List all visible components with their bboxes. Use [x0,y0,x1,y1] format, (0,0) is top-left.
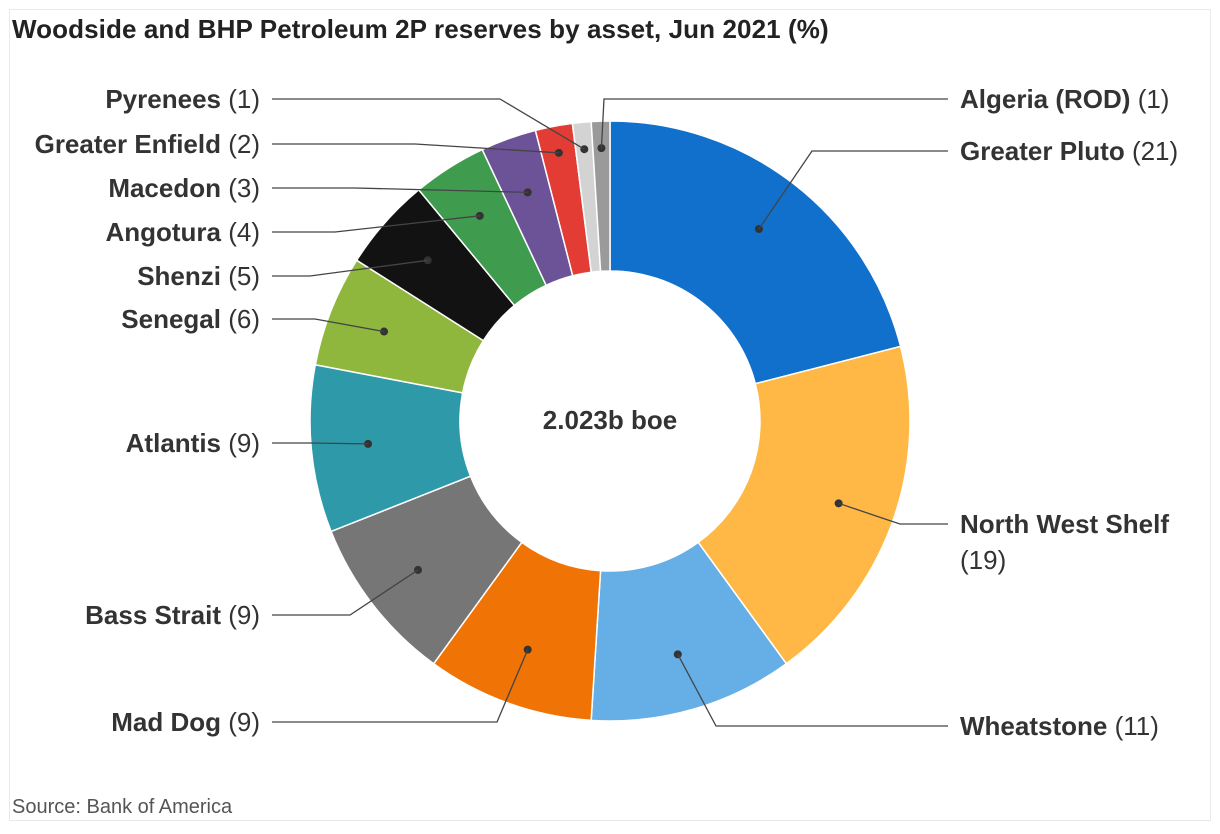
leader-line-wheatstone [677,654,948,727]
label-name: Shenzi [137,261,221,291]
label-name: Wheatstone [960,711,1107,741]
label-value: (1) [1130,84,1169,114]
source-note: Source: Bank of America [12,796,233,818]
leader-line-atlantis [272,442,369,445]
label-value: (2) [221,129,260,159]
label-angotura: Angotura (4) [105,217,260,247]
label-atlantis: Atlantis (9) [126,428,260,458]
label-mad-dog: Mad Dog (9) [111,707,260,737]
label-value: (5) [221,261,260,291]
label-name: Atlantis [126,428,221,458]
label-bass-strait: Bass Strait (9) [85,600,260,630]
label-senegal: Senegal (6) [121,304,260,334]
chart-frame [9,9,1211,821]
leader-line-bass-strait [272,569,419,616]
label-name: Greater Enfield [35,129,221,159]
center-label: 2.023b boe [543,405,677,435]
label-algeria-rod: Algeria (ROD) (1) [960,84,1169,114]
label-value: (21) [1125,136,1178,166]
label-value: (3) [221,173,260,203]
leader-lines-group [272,98,948,727]
labels-group: Greater Pluto (21) North West Shelf (19) Wh… [35,84,1179,741]
slice-algeria-rod [590,120,611,273]
label-value: (11) [1107,711,1159,741]
slice-greater-pluto [609,120,902,385]
leader-line-north-west-shelf [838,502,948,525]
label-value: (19) [960,545,1006,575]
label-greater-pluto: Greater Pluto (21) [960,136,1178,166]
label-name: Algeria (ROD) [960,84,1130,114]
slice-north-west-shelf [697,345,911,665]
label-value: (9) [221,707,260,737]
leader-line-algeria-rod [600,98,948,149]
label-pyrenees: Pyrenees (1) [105,84,260,114]
slices-group [309,120,911,722]
leader-line-shenzi [272,259,428,277]
label-name: Greater Pluto [960,136,1125,166]
label-name: Senegal [121,304,221,334]
leader-line-macedon [272,187,528,194]
label-name: Pyrenees [105,84,221,114]
label-value: (9) [221,600,260,630]
label-value: (6) [221,304,260,334]
leader-line-senegal [272,318,385,333]
leader-line-pyrenees [272,98,585,150]
label-macedon: Macedon (3) [108,173,260,203]
label-north-west-shelf: North West Shelf (19) [960,509,1169,575]
label-name: Angotura [105,217,221,247]
label-value: (1) [221,84,260,114]
label-name: North West Shelf [960,509,1169,539]
label-name: Mad Dog [111,707,221,737]
leader-line-greater-enfield [272,143,559,154]
label-shenzi: Shenzi (5) [137,261,260,291]
label-value: (9) [221,428,260,458]
label-name: Macedon [108,173,221,203]
label-greater-enfield: Greater Enfield (2) [35,129,260,159]
chart-title: Woodside and BHP Petroleum 2P reserves b… [12,14,829,44]
label-name: Bass Strait [85,600,221,630]
label-wheatstone: Wheatstone (11) [960,711,1159,741]
leader-line-greater-pluto [758,150,948,230]
label-value: (4) [221,217,260,247]
leader-line-angotura [272,215,480,233]
leader-line-mad-dog [272,649,529,723]
